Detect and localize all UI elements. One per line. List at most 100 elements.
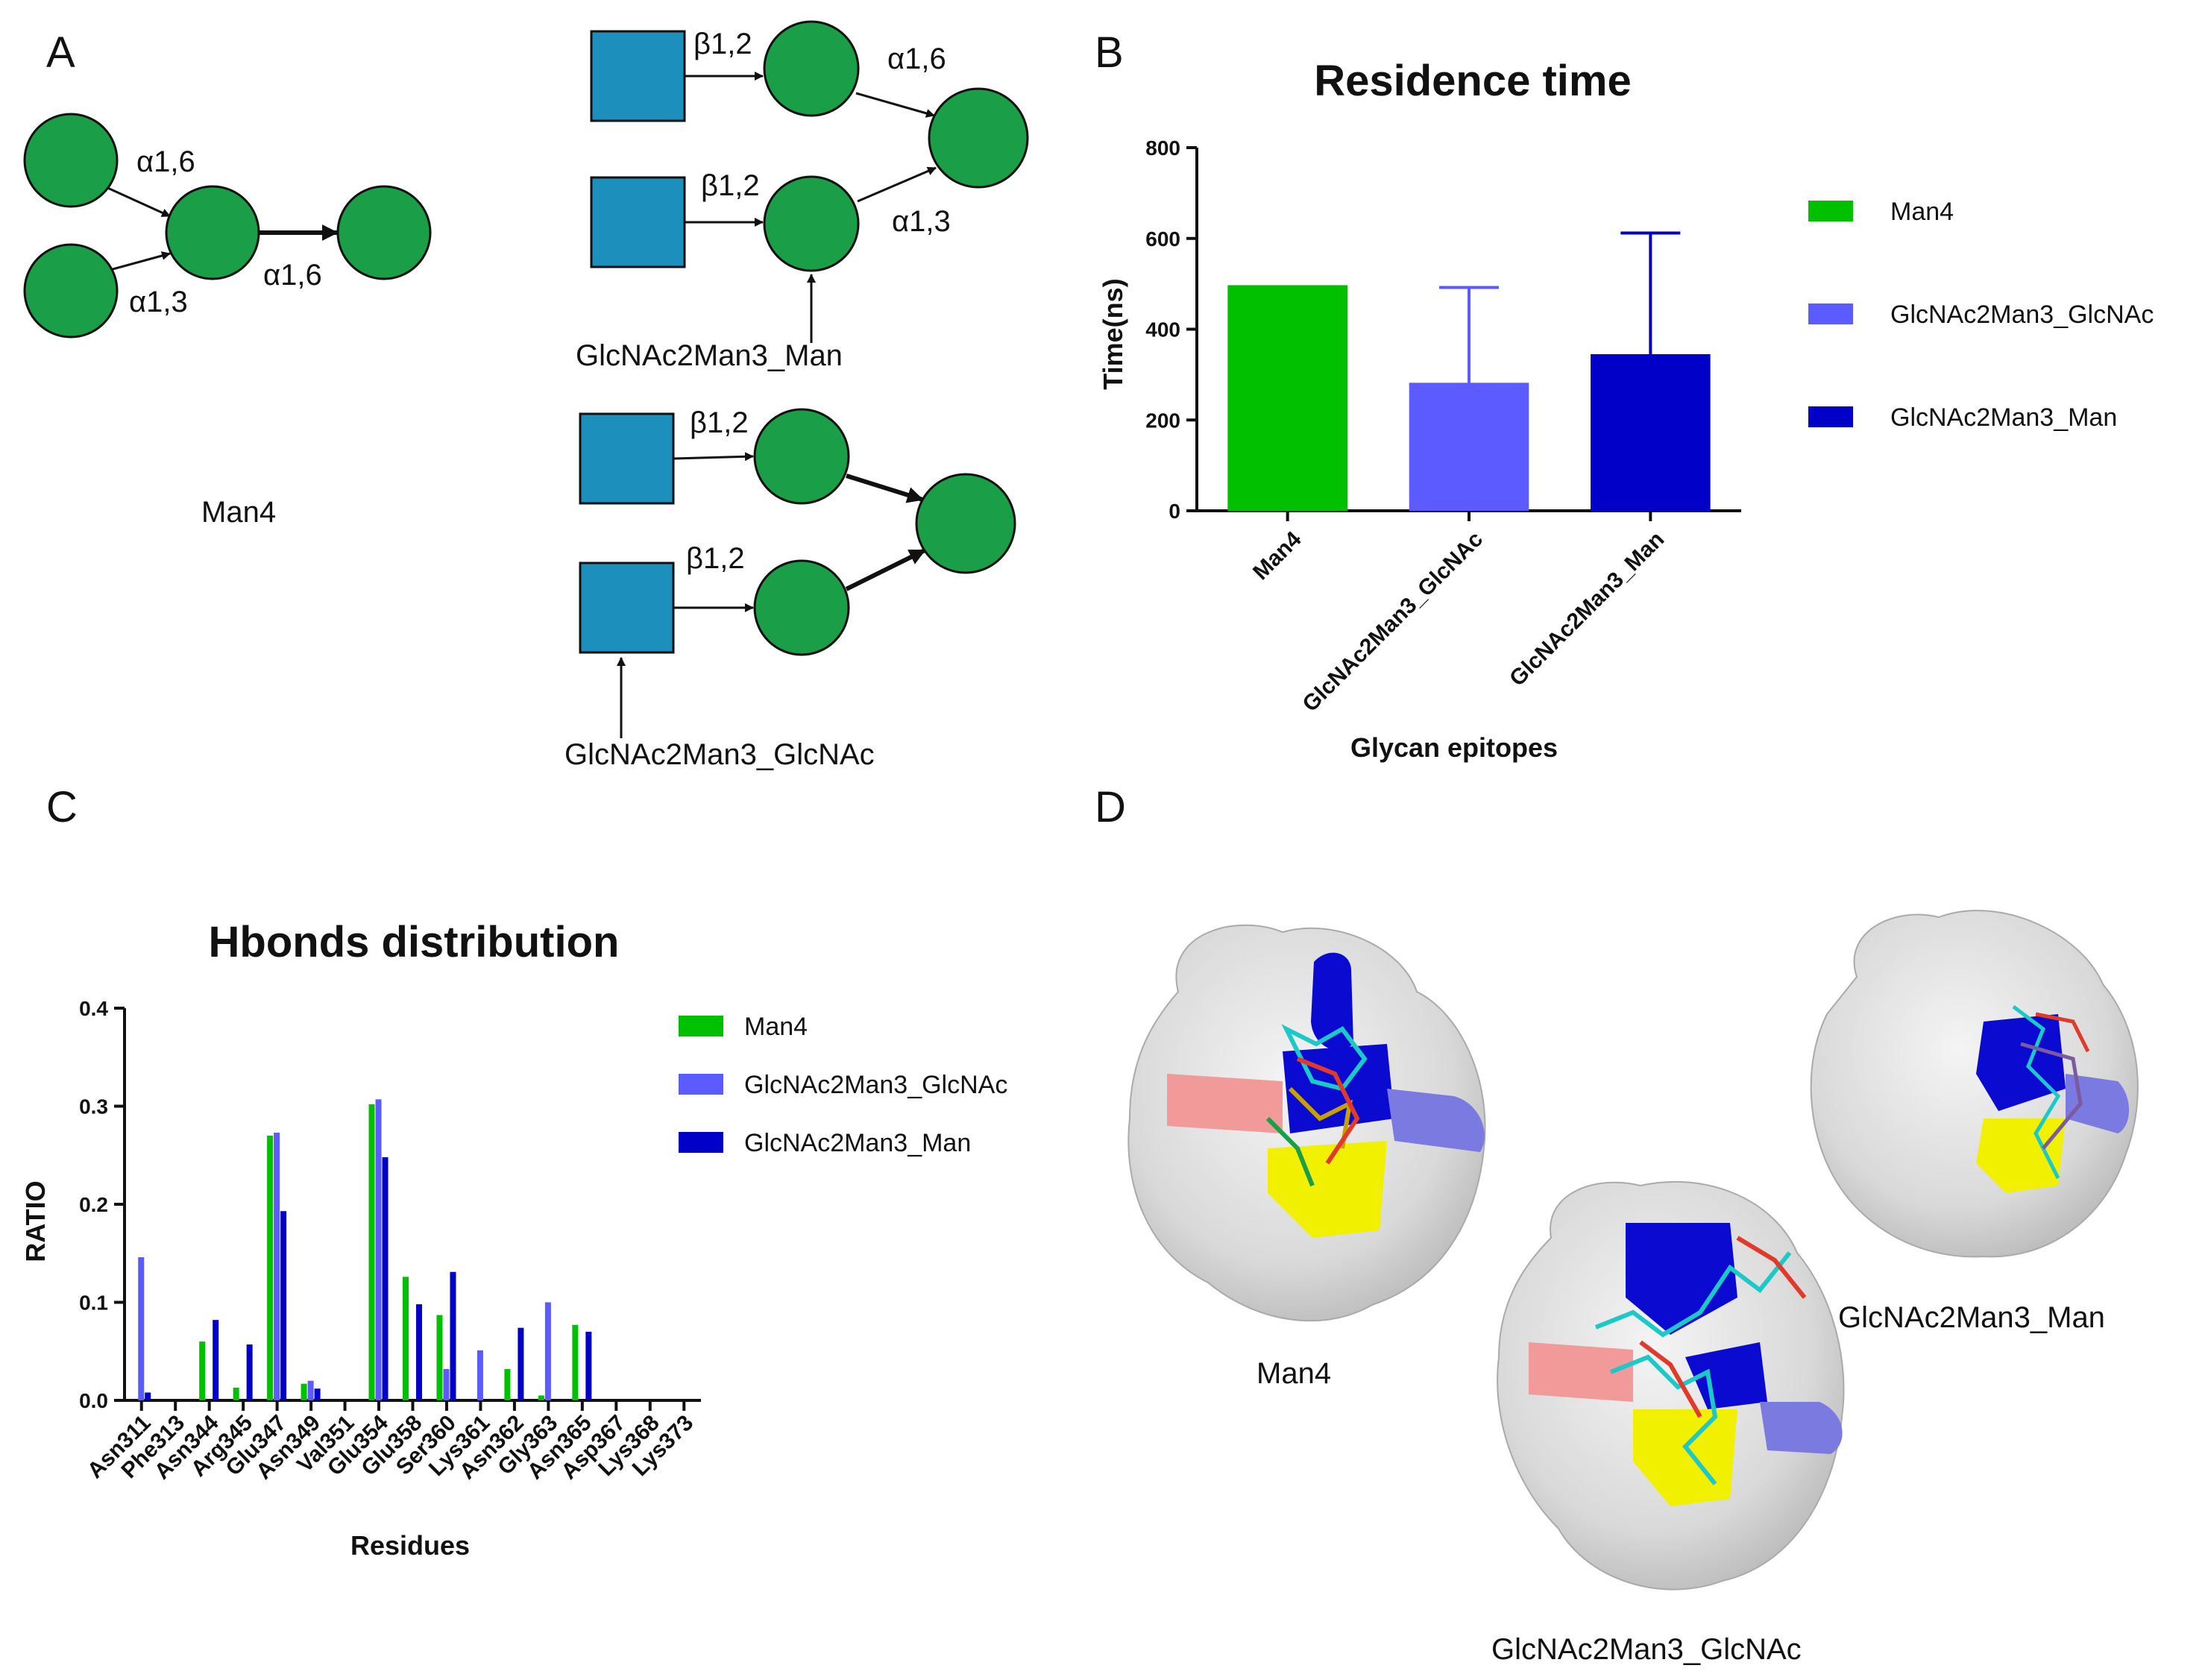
structure-label-glcnac2man3-man: GlcNAc2Man3_Man [1838, 1301, 2105, 1334]
protein-surface-man4: Man4 [1127, 924, 1486, 1390]
y-tick-label: 0.3 [79, 1095, 108, 1119]
hbond-bar [443, 1368, 450, 1400]
y-tick-label: 800 [1145, 136, 1180, 160]
hbond-bar [403, 1277, 409, 1400]
ligand-sticks [2012, 1005, 2090, 1180]
gm-man-edge-a16 [855, 92, 935, 118]
hbond-bar [301, 1383, 307, 1400]
gm-glc-linkage-label: β1,2 [690, 406, 749, 439]
panel-a-label: A [46, 28, 75, 77]
glcnac-icon [579, 561, 675, 654]
y-tick-label: 0.4 [79, 997, 108, 1020]
hbonds-x-tick-labels: Asn311Phe313Asn344Arg345Glu347Asn349Val3… [83, 1410, 698, 1484]
binding-patch-lightblue [2066, 1074, 2129, 1133]
binding-patch-blue [1685, 1342, 1767, 1409]
hbond-bar [382, 1157, 389, 1400]
legend-swatch [1808, 303, 1853, 324]
panel-a: A α1,6 α1,3 α1,6 Man4 β1 [23, 20, 1029, 771]
gm-glc-linkage-label: β1,2 [686, 542, 745, 575]
binding-patch-yellow [1976, 1119, 2066, 1193]
mannose-icon [915, 473, 1016, 574]
binding-patch-yellow [1268, 1141, 1387, 1238]
man4-name-label: Man4 [201, 496, 276, 529]
mannose-icon [753, 408, 850, 505]
legend-swatch [1808, 406, 1853, 427]
hbond-bar [504, 1368, 511, 1400]
hbond-bar [199, 1341, 206, 1400]
residence-time-chart: B Residence time Time(ns) Glycan epitope… [1095, 28, 2154, 763]
gm-man-linkage-label: α1,6 [887, 43, 946, 75]
protein-surface-icon [1497, 1180, 1845, 1591]
hbond-bar [368, 1104, 375, 1400]
panel-d-label: D [1095, 783, 1126, 831]
x-tick-label: Man4 [1248, 526, 1306, 585]
hbond-bar [307, 1380, 314, 1400]
gm-glc-edge-b12 [673, 452, 754, 462]
binding-patch-lightblue [1387, 1089, 1485, 1152]
binding-patch-salmon [1529, 1342, 1633, 1402]
y-tick-label: 0 [1169, 500, 1180, 523]
hbond-bar [274, 1133, 280, 1400]
hbond-bar [267, 1135, 274, 1400]
hbond-bar [213, 1320, 219, 1400]
residence-time-y-axis-title: Time(ns) [1098, 278, 1128, 389]
binding-patch-blue [1311, 952, 1353, 1051]
hbonds-bars [138, 1099, 592, 1400]
structure-label-glcnac2man3-glcnac: GlcNAc2Man3_GlcNAc [1491, 1633, 1802, 1666]
y-tick-label: 0.0 [79, 1389, 108, 1412]
binding-patch-blue [1626, 1223, 1737, 1335]
x-tick-label: GlcNAc2Man3_GlcNAc [1298, 527, 1488, 717]
glcnac2man3-man-glycan-diagram: β1,2 α1,6 β1,2 α1,3 GlcNAc2Man3_Man [576, 20, 1029, 372]
y-tick-label: 400 [1145, 318, 1180, 342]
residence-time-bars [1227, 231, 1711, 511]
legend-swatch [1808, 201, 1853, 221]
protein-surface-glcnac2man3-man: GlcNAc2Man3_Man [1810, 910, 2139, 1334]
mannose-icon [753, 559, 850, 656]
man4-glycan-diagram: α1,6 α1,3 α1,6 Man4 [23, 113, 432, 529]
gm-man-linkage-label: β1,2 [693, 28, 752, 60]
hbond-bar [544, 1302, 551, 1400]
panel-c-label: C [46, 783, 78, 831]
hbonds-y-axis-title: RATIO [20, 1180, 51, 1262]
panel-d: D Man4 [1095, 783, 2139, 1666]
hbond-bar [518, 1327, 524, 1400]
hbonds-distribution-chart: C Hbonds distribution RATIO Residues 0.0… [20, 783, 1007, 1561]
residence-bar [1227, 285, 1347, 511]
x-tick-label: GlcNAc2Man3_Man [1505, 527, 1669, 691]
hbonds-legend: Man4 GlcNAc2Man3_GlcNAc GlcNAc2Man3_Man [679, 1013, 1007, 1157]
gm-man-linkage-label: β1,2 [701, 169, 760, 202]
hbonds-x-axis-title: Residues [350, 1530, 470, 1561]
legend-label: Man4 [1890, 198, 1954, 226]
y-tick-label: 200 [1145, 409, 1180, 432]
gm-glc-edge-core [845, 548, 926, 591]
hbond-bar [280, 1211, 287, 1400]
legend-label: GlcNAc2Man3_Man [1890, 403, 2117, 432]
legend-label: GlcNAc2Man3_GlcNAc [744, 1071, 1007, 1099]
y-tick-label: 600 [1145, 227, 1180, 251]
binding-patch-blue [1976, 1014, 2066, 1111]
hbond-bar [138, 1257, 145, 1400]
binding-patch-lightblue [1760, 1402, 1843, 1454]
binding-patch-salmon [1167, 1074, 1283, 1133]
legend-label: GlcNAc2Man3_Man [744, 1129, 971, 1157]
gm-glc-name-label: GlcNAc2Man3_GlcNAc [564, 738, 875, 771]
hbonds-title: Hbonds distribution [209, 918, 620, 966]
mannose-icon [763, 20, 860, 117]
hbond-bar [572, 1324, 579, 1400]
hbond-bar [585, 1331, 592, 1400]
protein-surface-glcnac2man3-glcnac: GlcNAc2Man3_GlcNAc [1491, 1180, 1845, 1666]
hbond-bar [233, 1387, 239, 1400]
gm-man-edge-a13 [857, 166, 937, 203]
structure-label-man4: Man4 [1256, 1357, 1331, 1390]
legend-swatch [679, 1016, 723, 1036]
ligand-sticks [1594, 1236, 1807, 1485]
mannose-icon [23, 113, 119, 208]
mannose-icon [165, 185, 260, 280]
y-tick-label: 0.2 [79, 1193, 108, 1216]
glcnac-icon [579, 412, 675, 505]
gm-glc-edge-core [846, 474, 924, 503]
residence-time-legend: Man4 GlcNAc2Man3_GlcNAc GlcNAc2Man3_Man [1808, 198, 2154, 432]
ligand-sticks [1265, 1024, 1368, 1187]
